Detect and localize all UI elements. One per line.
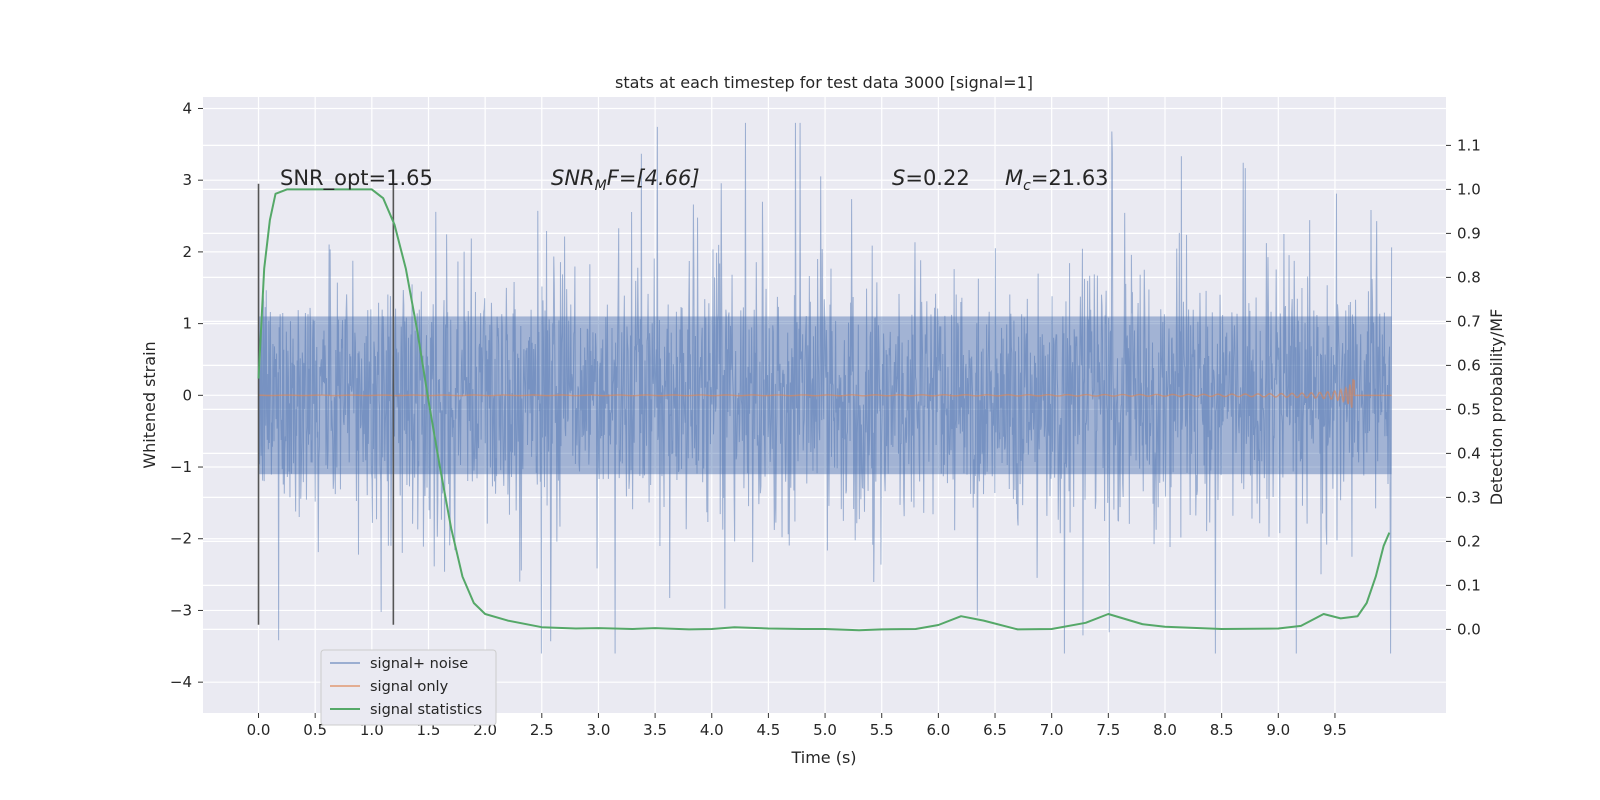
- x-tick-label: 4.5: [756, 721, 780, 739]
- y-right-tick-label: 0.9: [1457, 224, 1481, 242]
- x-tick-label: 0.0: [247, 721, 271, 739]
- annotation-mc: Mc=21.63: [1005, 166, 1109, 194]
- y-left-tick-label: −3: [170, 601, 192, 619]
- signal-only-series: [258, 378, 1392, 408]
- y-right-tick-label: 0.5: [1457, 400, 1481, 418]
- chart-title: stats at each timestep for test data 300…: [615, 73, 1033, 92]
- x-tick-label: 9.5: [1323, 721, 1347, 739]
- y-left-tick-label: −1: [170, 458, 192, 476]
- annotation-mc-rest: =21.63: [1031, 166, 1109, 190]
- y-right-tick-label: 0.7: [1457, 312, 1481, 330]
- y-right-tick-label: 0.0: [1457, 620, 1481, 638]
- y-right-tick-label: 0.4: [1457, 444, 1481, 462]
- x-tick-label: 4.0: [700, 721, 724, 739]
- x-tick-label: 8.5: [1210, 721, 1234, 739]
- y-right-tick-label: 0.6: [1457, 356, 1481, 374]
- y-axis-title-left: Whitened strain: [140, 341, 159, 468]
- x-tick-label: 6.5: [983, 721, 1007, 739]
- legend-label-noise: signal+ noise: [370, 656, 468, 672]
- legend-box: [320, 649, 497, 726]
- annotation-snr-mf-sub: M: [595, 178, 607, 194]
- y-left-tick-label: 4: [182, 99, 192, 117]
- y-right-tick-label: 0.3: [1457, 488, 1481, 506]
- annotation-s-var: S: [892, 166, 905, 190]
- x-axis-title: Time (s): [790, 748, 856, 767]
- annotation-snr-opt: SNR_opt=1.65: [280, 166, 433, 191]
- y-right-tick-label: 0.2: [1457, 532, 1481, 550]
- x-tick-label: 5.5: [870, 721, 894, 739]
- y-left-tick-label: 3: [182, 171, 192, 189]
- y-right-tick-label: 1.0: [1457, 180, 1481, 198]
- noise-series: [258, 122, 1393, 654]
- y-left-tick-label: 2: [182, 243, 192, 261]
- x-tick-label: 5.0: [813, 721, 837, 739]
- annotation-mc-sub: c: [1023, 178, 1031, 194]
- x-tick-label: 7.0: [1040, 721, 1064, 739]
- annotation-s: S=0.22: [892, 166, 970, 190]
- legend-label-stats: signal statistics: [370, 702, 482, 718]
- y-left-tick-label: 1: [182, 315, 192, 333]
- x-tick-label: 3.5: [643, 721, 667, 739]
- y-left-tick-label: −2: [170, 530, 192, 548]
- legend-label-signal: signal only: [370, 679, 449, 695]
- annotation-mc-main: M: [1005, 166, 1023, 190]
- x-tick-label: 6.0: [926, 721, 950, 739]
- annotation-snr-mf-main: SNR: [551, 166, 595, 190]
- annotation-snr-mf-rest: F=[4.66]: [607, 166, 700, 190]
- x-tick-label: 0.5: [303, 721, 327, 739]
- x-tick-label: 9.0: [1266, 721, 1290, 739]
- x-tick-label: 3.0: [587, 721, 611, 739]
- y-right-tick-label: 1.1: [1457, 136, 1481, 154]
- x-tick-label: 7.5: [1096, 721, 1120, 739]
- x-tick-label: 8.0: [1153, 721, 1177, 739]
- x-tick-label: 2.5: [530, 721, 554, 739]
- annotation-s-rest: =0.22: [905, 166, 969, 190]
- annotation-snr-mf: SNRMF=[4.66]: [551, 166, 700, 194]
- y-right-tick-label: 0.8: [1457, 268, 1481, 286]
- signal-statistics-series: [257, 188, 1391, 632]
- ticks: 0.0 0.5 1.0 1.5 2.0 2.5 3.0 3.5 4.0 4.5 5.0 5.5 6.0 6…: [170, 99, 1481, 739]
- y-axis-title-right: Detection probability/MF: [1487, 309, 1506, 506]
- y-left-tick-label: −4: [170, 673, 192, 691]
- data-layer: [257, 122, 1393, 654]
- legend: signal+ noise signal only signal statist…: [320, 649, 497, 726]
- y-right-tick-label: 0.1: [1457, 576, 1481, 594]
- y-left-tick-label: 0: [182, 386, 192, 404]
